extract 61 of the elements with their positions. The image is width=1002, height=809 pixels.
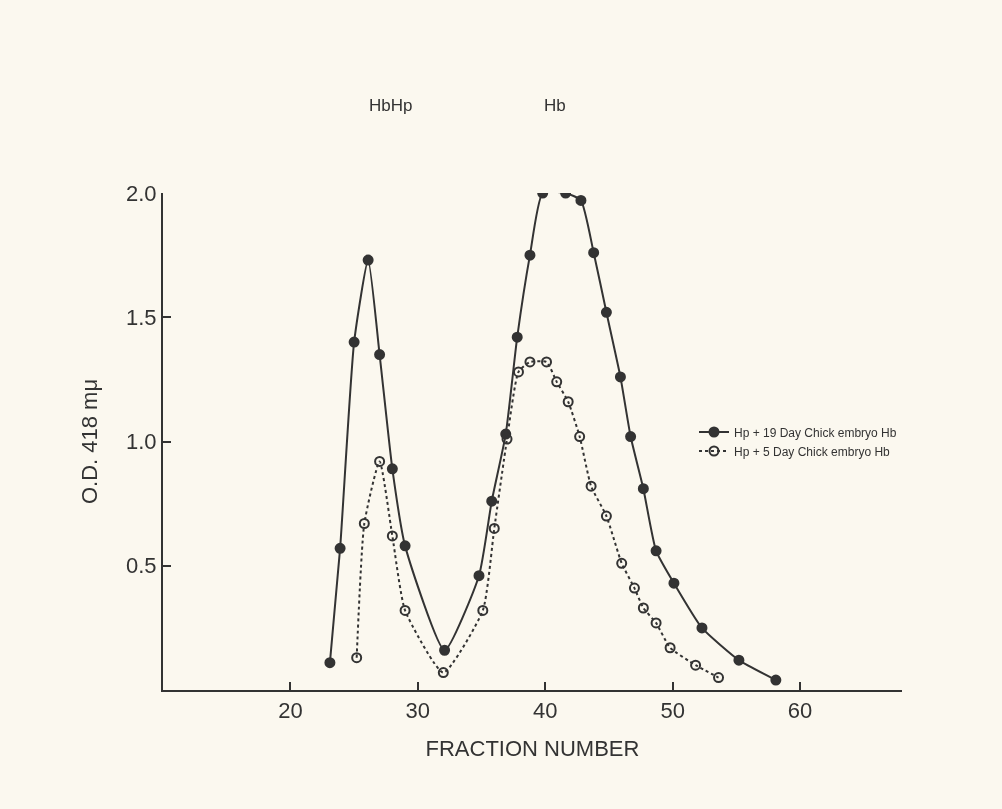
point — [399, 540, 411, 552]
point — [524, 249, 536, 261]
point — [575, 194, 587, 206]
point — [399, 604, 411, 616]
point — [637, 602, 649, 614]
y-tick-label: 1.0 — [126, 429, 157, 455]
point — [574, 431, 586, 443]
point — [541, 356, 553, 368]
y-tick-label: 1.5 — [126, 304, 157, 330]
point — [512, 366, 524, 378]
point — [324, 657, 336, 669]
y-tick-label: 2.0 — [126, 180, 157, 206]
point — [625, 431, 637, 443]
y-tick-label: 0.5 — [126, 553, 157, 579]
legend-label: Hp + 5 Day Chick embryo Hb — [734, 444, 891, 459]
point — [562, 396, 574, 408]
point — [733, 654, 745, 666]
point — [628, 582, 640, 594]
point — [524, 356, 536, 368]
point — [770, 674, 782, 686]
point — [477, 604, 489, 616]
point — [616, 557, 628, 569]
point — [650, 617, 662, 629]
point — [713, 672, 725, 684]
point — [374, 455, 386, 467]
point — [551, 376, 563, 388]
x-tick-label: 60 — [787, 698, 813, 724]
point — [664, 642, 676, 654]
text: HbHp — [369, 96, 413, 115]
text: Hb — [544, 96, 566, 115]
x-tick-label: 40 — [533, 698, 558, 724]
point — [585, 480, 597, 492]
point — [588, 247, 600, 259]
legend-label: Hp + 19 Day Chick embryo Hb — [734, 425, 897, 440]
point — [600, 510, 612, 522]
point — [348, 336, 360, 348]
point — [386, 530, 398, 542]
point — [668, 577, 680, 589]
x-tick-label: 20 — [278, 698, 303, 724]
x-axis-title: FRACTION NUMBER — [425, 735, 640, 761]
point — [358, 518, 370, 530]
x-tick-label: 50 — [660, 698, 685, 724]
point — [473, 570, 485, 582]
point — [511, 331, 523, 343]
x-tick-label: 30 — [405, 698, 431, 724]
point — [614, 371, 626, 383]
point — [690, 659, 702, 671]
point — [439, 644, 451, 656]
point — [488, 522, 500, 534]
y-axis-title: O.D. 418 mμ — [77, 378, 103, 505]
point — [486, 495, 498, 507]
point — [386, 463, 398, 475]
point — [351, 652, 363, 664]
point — [600, 306, 612, 318]
point — [696, 622, 708, 634]
point — [334, 542, 346, 554]
point — [374, 349, 386, 361]
point — [437, 667, 449, 679]
point — [362, 254, 374, 266]
point — [650, 545, 662, 557]
point — [637, 483, 649, 495]
